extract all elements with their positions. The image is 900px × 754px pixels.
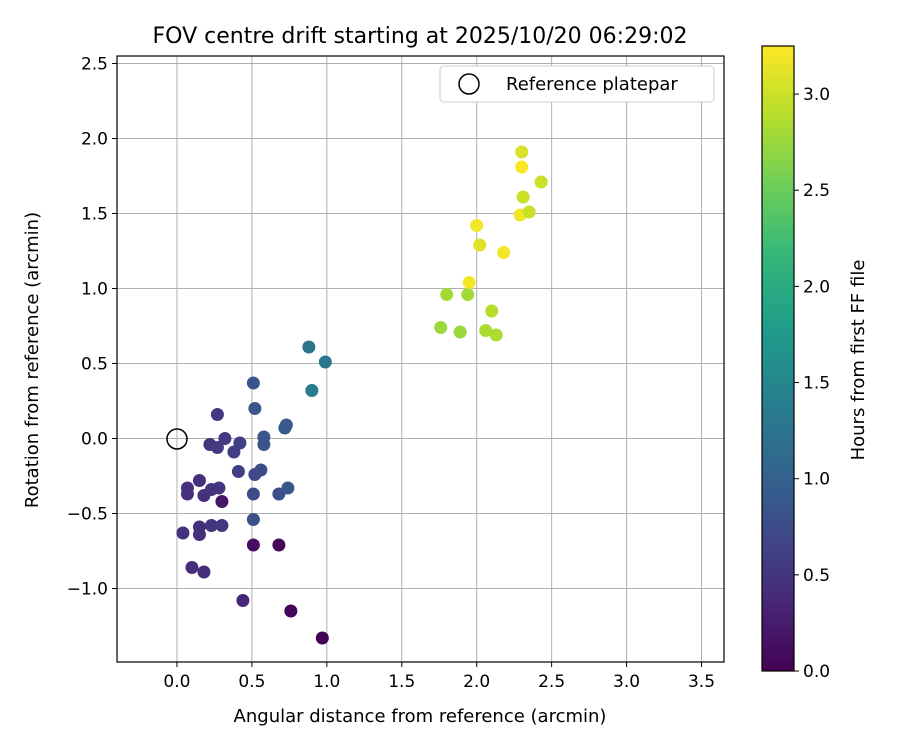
- data-point: [231, 465, 245, 478]
- data-point: [236, 594, 250, 607]
- data-point: [284, 604, 298, 618]
- y-tick-label: 0.0: [81, 430, 108, 450]
- data-point: [192, 474, 206, 487]
- y-axis-label: Rotation from reference (arcmin): [22, 212, 43, 508]
- data-point: [254, 463, 268, 477]
- data-point: [462, 276, 476, 289]
- data-point: [516, 190, 530, 204]
- colorbar-tick-label: 1.0: [803, 470, 830, 490]
- data-point: [215, 495, 229, 508]
- x-tick-label: 0.0: [163, 672, 190, 692]
- data-point: [470, 219, 484, 232]
- y-tick-label: 0.5: [81, 355, 108, 375]
- data-point: [489, 328, 503, 342]
- colorbar-tick-label: 2.5: [803, 181, 830, 201]
- data-point: [176, 526, 190, 540]
- data-points: [176, 145, 548, 645]
- data-point: [233, 436, 247, 450]
- y-tick-label: 1.5: [81, 205, 108, 225]
- legend-marker: [458, 73, 480, 95]
- colorbar-tick-label: 1.5: [803, 374, 830, 394]
- data-point: [440, 288, 454, 301]
- y-tick-label: −0.5: [67, 505, 108, 525]
- data-point: [272, 538, 286, 552]
- data-point: [246, 487, 260, 501]
- x-tick-label: 1.0: [313, 672, 340, 692]
- colorbar: 0.0 0.5 1.0 1.5 2.0 2.5 3.0 Hours from first F…: [761, 45, 869, 682]
- x-tick-label: 0.5: [238, 672, 265, 692]
- data-point: [522, 205, 536, 219]
- data-point: [257, 438, 271, 451]
- data-point: [281, 481, 295, 495]
- data-point: [218, 432, 232, 445]
- x-tick-label: 3.0: [613, 672, 640, 692]
- legend-label: Reference platepar: [506, 74, 678, 95]
- data-point: [461, 288, 475, 301]
- data-point: [246, 538, 260, 552]
- y-tick-label: 2.5: [81, 55, 108, 75]
- legend-box: [439, 65, 715, 103]
- data-point: [318, 355, 332, 369]
- data-point: [479, 324, 493, 337]
- colorbar-label: Hours from first FF file: [848, 260, 869, 461]
- x-tick-label: 1.5: [388, 672, 415, 692]
- data-point: [497, 246, 511, 259]
- colorbar-tick-label: 0.0: [803, 662, 830, 682]
- data-point: [180, 481, 194, 495]
- data-point: [485, 304, 499, 318]
- data-point: [192, 520, 206, 534]
- data-point: [302, 340, 316, 354]
- plot-frame: [116, 55, 725, 663]
- data-point: [515, 160, 529, 174]
- colorbar-tick-label: 2.0: [803, 277, 830, 297]
- data-point: [434, 321, 448, 334]
- data-point: [210, 408, 224, 421]
- data-point: [248, 402, 262, 415]
- data-point: [215, 519, 229, 532]
- data-point: [210, 441, 224, 454]
- data-point: [453, 325, 467, 339]
- data-point: [279, 418, 293, 432]
- x-tick-label: 2.0: [463, 672, 490, 692]
- x-tick-label: 2.5: [538, 672, 565, 692]
- data-point: [185, 561, 199, 574]
- y-tick-label: −1.0: [67, 580, 108, 600]
- x-axis-ticks: 0.0 0.5 1.0 1.5 2.0 2.5 3.0 3.5: [163, 662, 715, 692]
- y-axis-ticks: −1.0 −0.5 0.0 0.5 1.0 1.5 2.0 2.5: [67, 55, 117, 600]
- x-tick-label: 3.5: [688, 672, 715, 692]
- data-point: [204, 519, 218, 532]
- data-point: [246, 376, 260, 390]
- data-point: [305, 384, 319, 397]
- data-point: [515, 145, 529, 159]
- colorbar-tick-label: 0.5: [803, 566, 830, 586]
- grid-lines: [117, 56, 724, 662]
- colorbar-gradient: [761, 45, 795, 672]
- data-point: [534, 175, 548, 189]
- y-tick-label: 2.0: [81, 130, 108, 150]
- legend: Reference platepar: [439, 65, 715, 103]
- data-point: [315, 631, 329, 645]
- x-axis-label: Angular distance from reference (arcmin): [234, 706, 607, 727]
- reference-marker: [166, 428, 188, 450]
- y-tick-label: 1.0: [81, 280, 108, 300]
- data-point: [212, 481, 226, 495]
- chart-title: FOV centre drift starting at 2025/10/20 …: [153, 24, 688, 49]
- data-point: [473, 238, 487, 252]
- data-point: [246, 513, 260, 526]
- data-point: [197, 565, 211, 579]
- colorbar-tick-label: 3.0: [803, 85, 830, 105]
- colorbar-ticks: 0.0 0.5 1.0 1.5 2.0 2.5 3.0: [794, 85, 830, 682]
